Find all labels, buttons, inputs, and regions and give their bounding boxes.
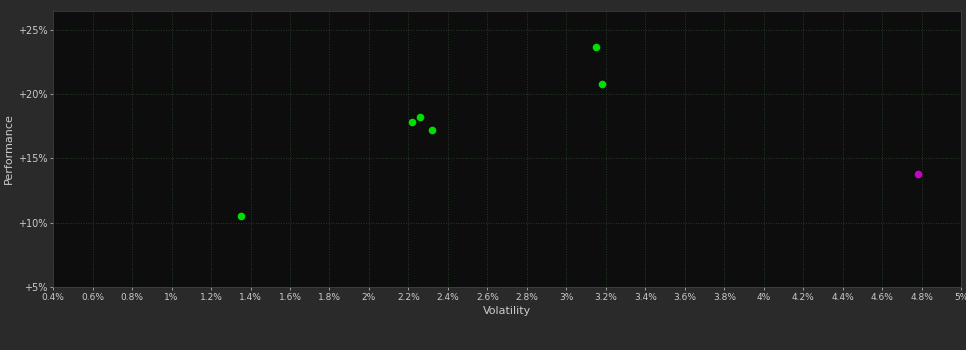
Point: [424, 127, 440, 133]
Point: [594, 81, 610, 86]
Point: [405, 120, 420, 125]
Point: [588, 44, 604, 49]
Point: [233, 214, 248, 219]
Point: [412, 114, 428, 120]
Point: [910, 171, 925, 177]
Y-axis label: Performance: Performance: [4, 113, 14, 184]
X-axis label: Volatility: Volatility: [483, 306, 531, 316]
